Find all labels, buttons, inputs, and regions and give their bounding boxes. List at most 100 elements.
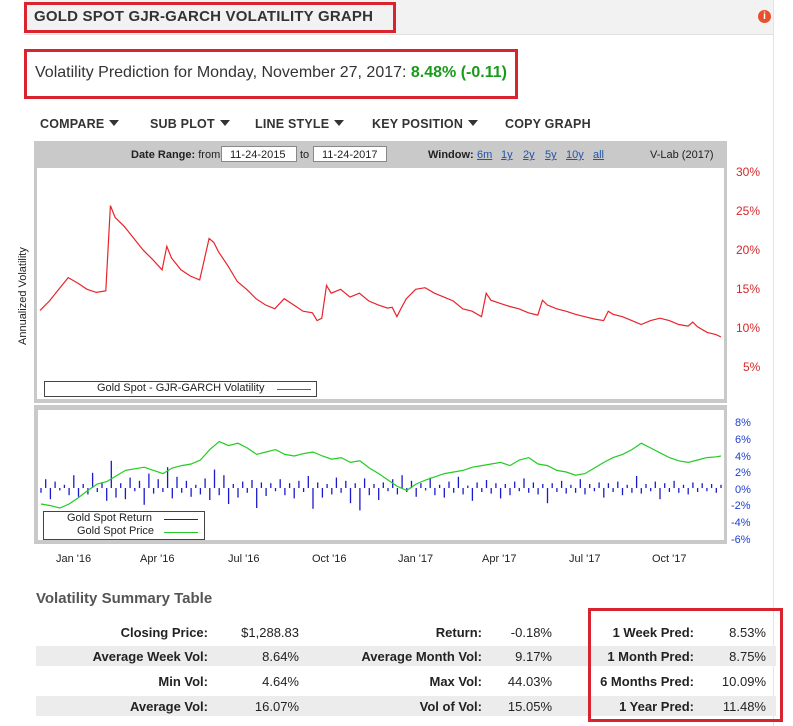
chevron-down-icon [219, 120, 230, 126]
volatility-legend: Gold Spot - GJR-GARCH Volatility [44, 381, 317, 397]
cell-value: 10.09% [721, 674, 766, 689]
y-tick-5: 5% [743, 360, 761, 374]
x-tick: Oct '17 [652, 553, 687, 565]
prediction-label: Volatility Prediction for Monday, Novemb… [35, 64, 407, 81]
menu-key-position[interactable]: KEY POSITION [372, 117, 479, 131]
y-tick-10: 10% [736, 321, 761, 335]
predictions-highlight-box [588, 608, 783, 722]
legend-price-swatch [164, 532, 198, 533]
menu-sub-plot-label: SUB PLOT [150, 117, 215, 131]
window-link-2y[interactable]: 2y [523, 149, 535, 161]
prediction-value: 8.48% (-0.11) [410, 64, 507, 81]
cell-label: 1 Week Pred: [612, 625, 694, 640]
page-title: GOLD SPOT GJR-GARCH VOLATILITY GRAPH [34, 8, 374, 25]
y-tick-15: 15% [736, 282, 761, 296]
volatility-series-line [39, 205, 722, 338]
legend-volatility-label: Gold Spot - GJR-GARCH Volatility [97, 382, 265, 394]
right-divider [773, 0, 774, 726]
summary-title: Volatility Summary Table [36, 590, 213, 607]
table-row: Average Vol: 16.07% Vol of Vol: 15.05% 1… [36, 696, 776, 716]
chevron-down-icon [468, 120, 479, 126]
cell-label: Average Vol: [129, 699, 208, 714]
legend-price-label: Gold Spot Price [77, 525, 155, 537]
x-tick: Apr '17 [482, 553, 517, 565]
prediction-highlight-box [24, 49, 518, 99]
menu-line-style-label: LINE STYLE [255, 117, 330, 131]
cell-value: -0.18% [510, 625, 552, 640]
menu-key-position-label: KEY POSITION [372, 117, 464, 131]
info-icon[interactable]: i [758, 10, 771, 23]
cell-value: 4.64% [262, 674, 299, 689]
volatility-chart [39, 205, 722, 338]
cell-label: Max Vol: [429, 674, 483, 689]
x-tick: Jan '16 [56, 553, 92, 565]
title-highlight-box [24, 2, 396, 33]
menu-compare[interactable]: COMPARE [40, 117, 120, 131]
menu-line-style[interactable]: LINE STYLE [255, 117, 345, 131]
window-link-all[interactable]: all [593, 149, 605, 161]
x-tick: Jan '17 [398, 553, 434, 565]
x-tick: Jul '17 [569, 553, 601, 565]
window-link-5y[interactable]: 5y [545, 149, 557, 161]
y2-tick-4: 4% [735, 451, 751, 463]
table-row: Closing Price: $1,288.83 Return: -0.18% … [36, 622, 776, 642]
window-link-10y[interactable]: 10y [566, 149, 584, 161]
cell-value: 9.17% [515, 649, 552, 664]
vlab-credit: V-Lab (2017) [650, 149, 714, 161]
y2-tick-6: 6% [735, 434, 751, 446]
cell-value: 11.48% [722, 699, 766, 714]
y2-tick-8: 8% [735, 417, 751, 429]
y-tick-25: 25% [736, 204, 761, 218]
date-from-input[interactable]: 11-24-2015 [221, 146, 297, 162]
cell-label: 1 Month Pred: [607, 649, 694, 664]
date-range-label: Date Range: from [131, 149, 221, 161]
cell-label: 1 Year Pred: [619, 699, 694, 714]
return-price-chart [40, 440, 722, 511]
legend-volatility-swatch [277, 389, 311, 390]
legend-return-swatch [164, 519, 198, 520]
legend-return-label: Gold Spot Return [67, 512, 152, 524]
cell-label: Min Vol: [158, 674, 208, 689]
y2-tick-neg4: -4% [731, 517, 751, 529]
cell-value: $1,288.83 [241, 625, 299, 640]
menu-sub-plot[interactable]: SUB PLOT [150, 117, 230, 131]
cell-label: Return: [435, 625, 482, 640]
cell-label: Average Week Vol: [92, 649, 208, 664]
cell-value: 15.05% [507, 699, 552, 714]
y2-tick-neg2: -2% [731, 500, 751, 512]
chevron-down-icon [109, 120, 120, 126]
cell-label: 6 Months Pred: [600, 674, 694, 689]
chevron-down-icon [334, 120, 345, 126]
date-to-input[interactable]: 11-24-2017 [313, 146, 387, 162]
cell-value: 8.75% [729, 649, 766, 664]
cell-value: 16.07% [254, 699, 299, 714]
price-series-line [40, 440, 722, 509]
x-tick: Oct '16 [312, 553, 347, 565]
y-tick-20: 20% [736, 243, 761, 257]
cell-value: 8.64% [262, 649, 299, 664]
y-axis-label: Annualized Volatility [17, 247, 29, 345]
cell-value: 44.03% [507, 674, 552, 689]
cell-label: Closing Price: [120, 625, 208, 640]
y-tick-30: 30% [736, 165, 761, 179]
y2-tick-neg6: -6% [731, 534, 751, 546]
menu-copy-graph[interactable]: COPY GRAPH [505, 117, 591, 131]
window-link-1y[interactable]: 1y [501, 149, 513, 161]
menu-copy-graph-label: COPY GRAPH [505, 117, 591, 131]
window-link-6m[interactable]: 6m [477, 149, 493, 161]
volatility-plot-area [37, 168, 724, 399]
date-to-label: to [300, 149, 310, 161]
x-tick: Jul '16 [228, 553, 260, 565]
cell-value: 8.53% [729, 625, 766, 640]
y2-tick-0: 0% [735, 484, 751, 496]
x-tick: Apr '16 [140, 553, 175, 565]
window-label: Window: [428, 149, 474, 161]
return-price-legend: Gold Spot Return Gold Spot Price [43, 511, 205, 540]
table-row: Average Week Vol: 8.64% Average Month Vo… [36, 646, 776, 666]
y2-tick-2: 2% [735, 467, 751, 479]
table-row: Min Vol: 4.64% Max Vol: 44.03% 6 Months … [36, 671, 776, 691]
cell-label: Vol of Vol: [419, 699, 482, 714]
menu-compare-label: COMPARE [40, 117, 105, 131]
header-bar [24, 0, 774, 35]
cell-label: Average Month Vol: [361, 649, 482, 664]
